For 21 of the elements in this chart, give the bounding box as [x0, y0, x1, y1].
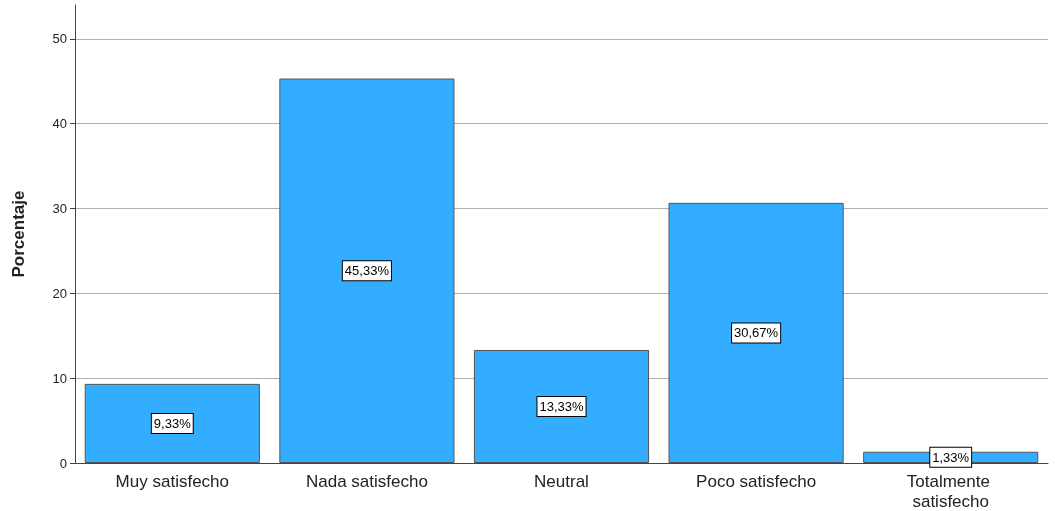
y-tick-label: 20 [52, 285, 67, 301]
bar [84, 383, 260, 463]
y-tick-label: 0 [59, 455, 67, 471]
data-label: 45,33% [344, 263, 390, 279]
x-tick-label: Neutral [534, 471, 589, 491]
x-tick-label: Poco satisfecho [696, 471, 817, 491]
y-tick-label: 40 [52, 116, 67, 132]
y-tick-label: 10 [52, 370, 67, 386]
x-tick-label: Nada satisfecho [305, 471, 428, 491]
x-tick-label: Muy satisfecho [115, 471, 229, 491]
y-tick-label: 30 [52, 201, 67, 217]
x-tick-label: Totalmente satisfecho [906, 471, 995, 511]
data-label: 13,33% [539, 398, 584, 414]
y-tick-label: 50 [52, 31, 67, 47]
y-axis-title: Porcentaje [9, 190, 28, 278]
data-label: 1,33% [932, 449, 970, 465]
bar [279, 78, 455, 463]
data-label: 9,33% [153, 415, 192, 431]
bar [473, 349, 650, 463]
bar [668, 202, 844, 463]
data-label: 30,67% [734, 325, 779, 341]
